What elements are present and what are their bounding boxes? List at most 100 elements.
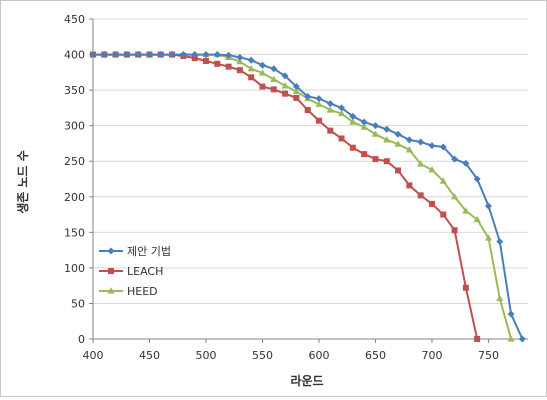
- data-point: [496, 238, 504, 246]
- data-point: [473, 215, 481, 223]
- x-tick-label: 600: [308, 349, 329, 362]
- data-point: [439, 143, 447, 151]
- data-point: [484, 234, 493, 241]
- y-tick-label: 400: [64, 49, 85, 62]
- data-point: [405, 146, 413, 153]
- data-point: [214, 60, 221, 67]
- data-point: [293, 94, 300, 101]
- data-point: [462, 284, 469, 291]
- data-point: [383, 125, 391, 133]
- data-point: [417, 192, 424, 199]
- data-point: [327, 127, 334, 134]
- data-point: [270, 86, 277, 93]
- y-tick-label: 200: [64, 191, 85, 204]
- data-point: [89, 51, 97, 59]
- data-point: [372, 156, 379, 163]
- data-point: [507, 310, 515, 318]
- data-point: [157, 51, 165, 59]
- data-point: [202, 57, 209, 64]
- x-tick-label: 650: [365, 349, 386, 362]
- legend-label: 제안 기법: [127, 245, 171, 258]
- legend: 제안 기법 LEACH HEED: [99, 245, 171, 298]
- data-point: [371, 122, 379, 130]
- data-point: [282, 90, 289, 97]
- data-point: [394, 130, 402, 138]
- data-point: [361, 151, 368, 158]
- data-point: [326, 106, 334, 113]
- legend-swatch-marker: [108, 268, 114, 274]
- data-point: [417, 138, 425, 146]
- legend-item-0: 제안 기법: [99, 245, 171, 258]
- data-point: [428, 200, 435, 207]
- data-point: [304, 93, 312, 101]
- data-point: [338, 135, 345, 142]
- x-tick-label: 450: [139, 349, 160, 362]
- data-point: [383, 136, 391, 143]
- data-point: [439, 177, 447, 184]
- data-point: [338, 104, 346, 112]
- data-point: [259, 83, 266, 90]
- y-tick-label: 250: [64, 155, 85, 168]
- data-point: [394, 140, 402, 147]
- data-point: [349, 112, 357, 120]
- data-point: [450, 192, 459, 200]
- data-point: [168, 51, 176, 59]
- y-tick-label: 300: [64, 120, 85, 133]
- data-point: [236, 67, 243, 74]
- data-point: [315, 95, 323, 103]
- x-tick-label: 700: [421, 349, 442, 362]
- x-axis-title: 라운드: [290, 373, 323, 388]
- data-point: [462, 207, 470, 214]
- data-point: [236, 57, 244, 65]
- data-point: [134, 51, 142, 59]
- data-point: [202, 51, 210, 59]
- y-axis-title: 생존 노드 수: [15, 150, 30, 214]
- data-point: [270, 75, 278, 83]
- data-point: [281, 72, 289, 80]
- data-point: [247, 56, 255, 64]
- y-tick-label: 0: [78, 333, 85, 346]
- y-tick-label: 50: [71, 297, 85, 310]
- x-tick-label: 550: [252, 349, 273, 362]
- data-point: [292, 83, 300, 91]
- gridlines: [93, 18, 528, 304]
- data-point: [496, 294, 504, 302]
- data-point: [406, 182, 413, 189]
- data-point: [281, 82, 289, 89]
- data-point: [191, 55, 198, 62]
- data-point: [474, 336, 481, 342]
- data-point: [484, 202, 492, 210]
- data-point: [112, 51, 120, 59]
- data-point: [304, 107, 311, 114]
- legend-item-2: HEED: [99, 285, 158, 298]
- data-point: [191, 51, 199, 59]
- legend-swatch-marker: [107, 247, 115, 255]
- data-point: [100, 51, 108, 59]
- data-point: [383, 158, 390, 165]
- data-point: [213, 51, 221, 59]
- data-point: [337, 109, 346, 117]
- x-tick-label: 750: [478, 349, 499, 362]
- data-point: [349, 144, 356, 151]
- data-point: [440, 211, 447, 218]
- data-point: [179, 51, 187, 59]
- y-tick-label: 350: [64, 84, 85, 97]
- data-point: [462, 159, 470, 167]
- axes: 0 50 100 150 200 250 300 350 400 450 400 450 500 550 6…: [64, 13, 528, 362]
- data-point: [507, 335, 515, 342]
- data-point: [451, 227, 458, 234]
- legend-label: LEACH: [127, 265, 163, 278]
- series-layer: [89, 50, 526, 343]
- data-point: [315, 117, 322, 124]
- legend-item-1: LEACH: [99, 265, 163, 278]
- y-tick-label: 100: [64, 262, 85, 275]
- data-point: [428, 142, 436, 150]
- data-point: [123, 51, 131, 59]
- data-point: [451, 155, 459, 163]
- data-point: [292, 87, 300, 95]
- x-tick-label: 400: [83, 349, 104, 362]
- data-point: [145, 51, 153, 59]
- data-point: [225, 51, 233, 59]
- data-point: [360, 123, 368, 130]
- series-0: [89, 51, 526, 343]
